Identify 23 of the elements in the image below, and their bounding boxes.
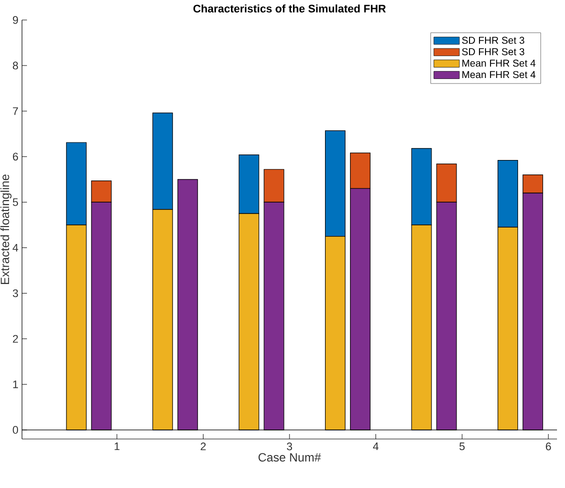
y-tick-label: 7 — [12, 107, 18, 115]
y-axis-title: Extracted floatingline — [0, 174, 12, 284]
legend-label: Mean FHR Set 4 — [462, 60, 536, 67]
x-tick-label: 5 — [459, 442, 465, 450]
legend-label: SD FHR Set 3 — [462, 48, 524, 56]
y-tick-label: 4 — [12, 244, 18, 252]
y-tick-label: 5 — [12, 198, 18, 206]
x-tick-label: 3 — [286, 442, 292, 450]
legend-label: Mean FHR Set 4 — [462, 71, 536, 78]
x-tick-label: 4 — [372, 442, 379, 450]
y-tick-label: 2 — [12, 334, 18, 343]
chart-title: Characteristics of the Simulated FHR — [193, 4, 386, 12]
x-axis-title: Case Num# — [258, 453, 321, 462]
x-tick-label: 2 — [200, 442, 206, 450]
y-tick-label: 8 — [12, 62, 18, 70]
y-tick-label: 0 — [12, 426, 18, 434]
y-tick-label: 3 — [12, 289, 18, 298]
y-tick-label: 1 — [13, 380, 18, 388]
y-tick-label: 6 — [12, 152, 18, 161]
legend-label: SD FHR Set 3 — [462, 36, 524, 44]
x-tick-label: 6 — [546, 442, 551, 450]
y-tick-label: 9 — [12, 16, 18, 24]
x-tick-label: 1 — [114, 442, 120, 450]
